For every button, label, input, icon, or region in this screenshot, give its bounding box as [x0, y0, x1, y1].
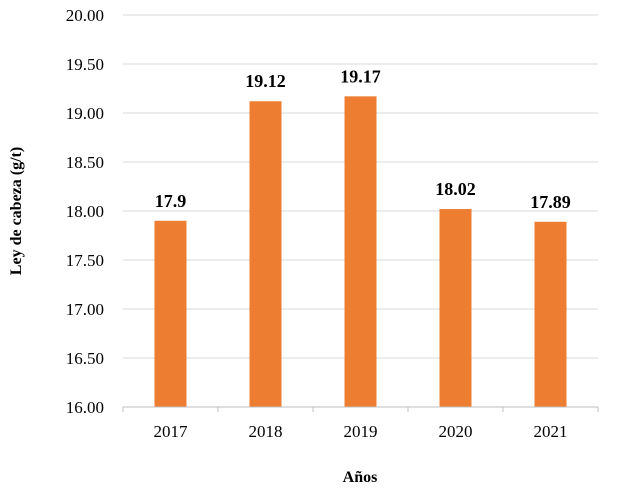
- y-tick-label: 18.00: [66, 202, 104, 221]
- bar-2019: [344, 96, 377, 407]
- bar-2018: [249, 101, 282, 408]
- labels: 16.00 16.50 17.00 17.50 18.00 18.50 19.00 19.50…: [66, 6, 571, 441]
- bar-2021: [534, 221, 567, 407]
- data-label: 17.9: [155, 191, 187, 211]
- y-tick-label: 19.00: [66, 104, 104, 123]
- axes: [122, 406, 599, 412]
- y-tick-label: 17.00: [66, 300, 104, 319]
- y-tick-label: 16.50: [66, 349, 104, 368]
- x-axis-title: Años: [343, 469, 378, 486]
- x-tick-label: 2021: [534, 422, 568, 441]
- y-tick-label: 19.50: [66, 55, 104, 74]
- y-axis-title: Ley de cabeza (g/t): [8, 147, 25, 275]
- bar-2020: [439, 209, 472, 407]
- data-label: 17.89: [530, 192, 571, 212]
- data-label: 19.12: [245, 71, 286, 91]
- y-tick-label: 16.00: [66, 398, 104, 417]
- y-tick-label: 17.50: [66, 251, 104, 270]
- x-tick-label: 2018: [249, 422, 283, 441]
- data-label: 18.02: [435, 179, 476, 199]
- bar-2017: [154, 220, 187, 407]
- y-tick-label: 18.50: [66, 153, 104, 172]
- x-tick-label: 2020: [439, 422, 473, 441]
- data-label: 19.17: [340, 66, 381, 86]
- y-tick-label: 20.00: [66, 6, 104, 25]
- x-tick-label: 2017: [154, 422, 189, 441]
- x-tick-label: 2019: [344, 422, 378, 441]
- bars: [154, 96, 567, 408]
